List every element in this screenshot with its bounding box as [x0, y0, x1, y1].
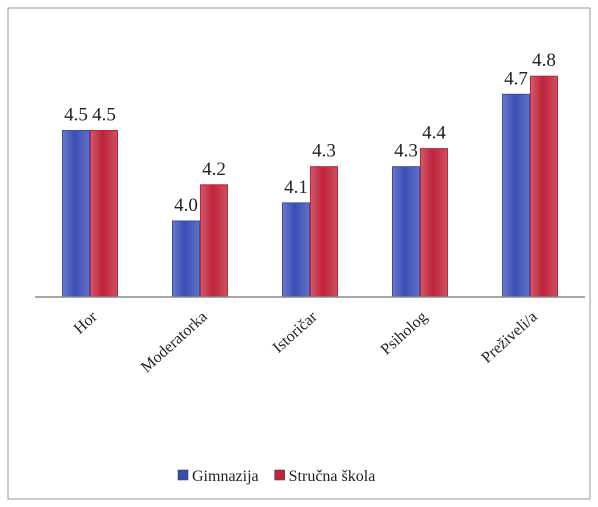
- bar: [282, 202, 310, 298]
- value-label: 4.3: [394, 141, 418, 162]
- value-label: 4.2: [202, 159, 226, 180]
- bar: [502, 93, 530, 298]
- value-label: 4.5: [92, 104, 116, 125]
- legend-label: Stručna škola: [289, 468, 376, 485]
- value-label: 4.5: [64, 104, 88, 125]
- bar: [90, 129, 118, 298]
- bar: [392, 166, 420, 298]
- bar: [420, 148, 448, 298]
- bar: [530, 75, 558, 298]
- legend-swatch: [177, 469, 189, 481]
- value-label: 4.3: [312, 141, 336, 162]
- value-label: 4.4: [422, 123, 446, 144]
- bar: [62, 129, 90, 298]
- bar: [172, 220, 200, 298]
- bar: [200, 184, 228, 298]
- legend-swatch: [274, 469, 285, 481]
- value-label: 4.0: [174, 195, 198, 216]
- value-label: 4.1: [284, 177, 308, 198]
- legend-label: Gimnazija: [192, 468, 259, 485]
- value-label: 4.8: [532, 50, 556, 71]
- bar: [310, 166, 338, 298]
- value-label: 4.7: [504, 68, 528, 89]
